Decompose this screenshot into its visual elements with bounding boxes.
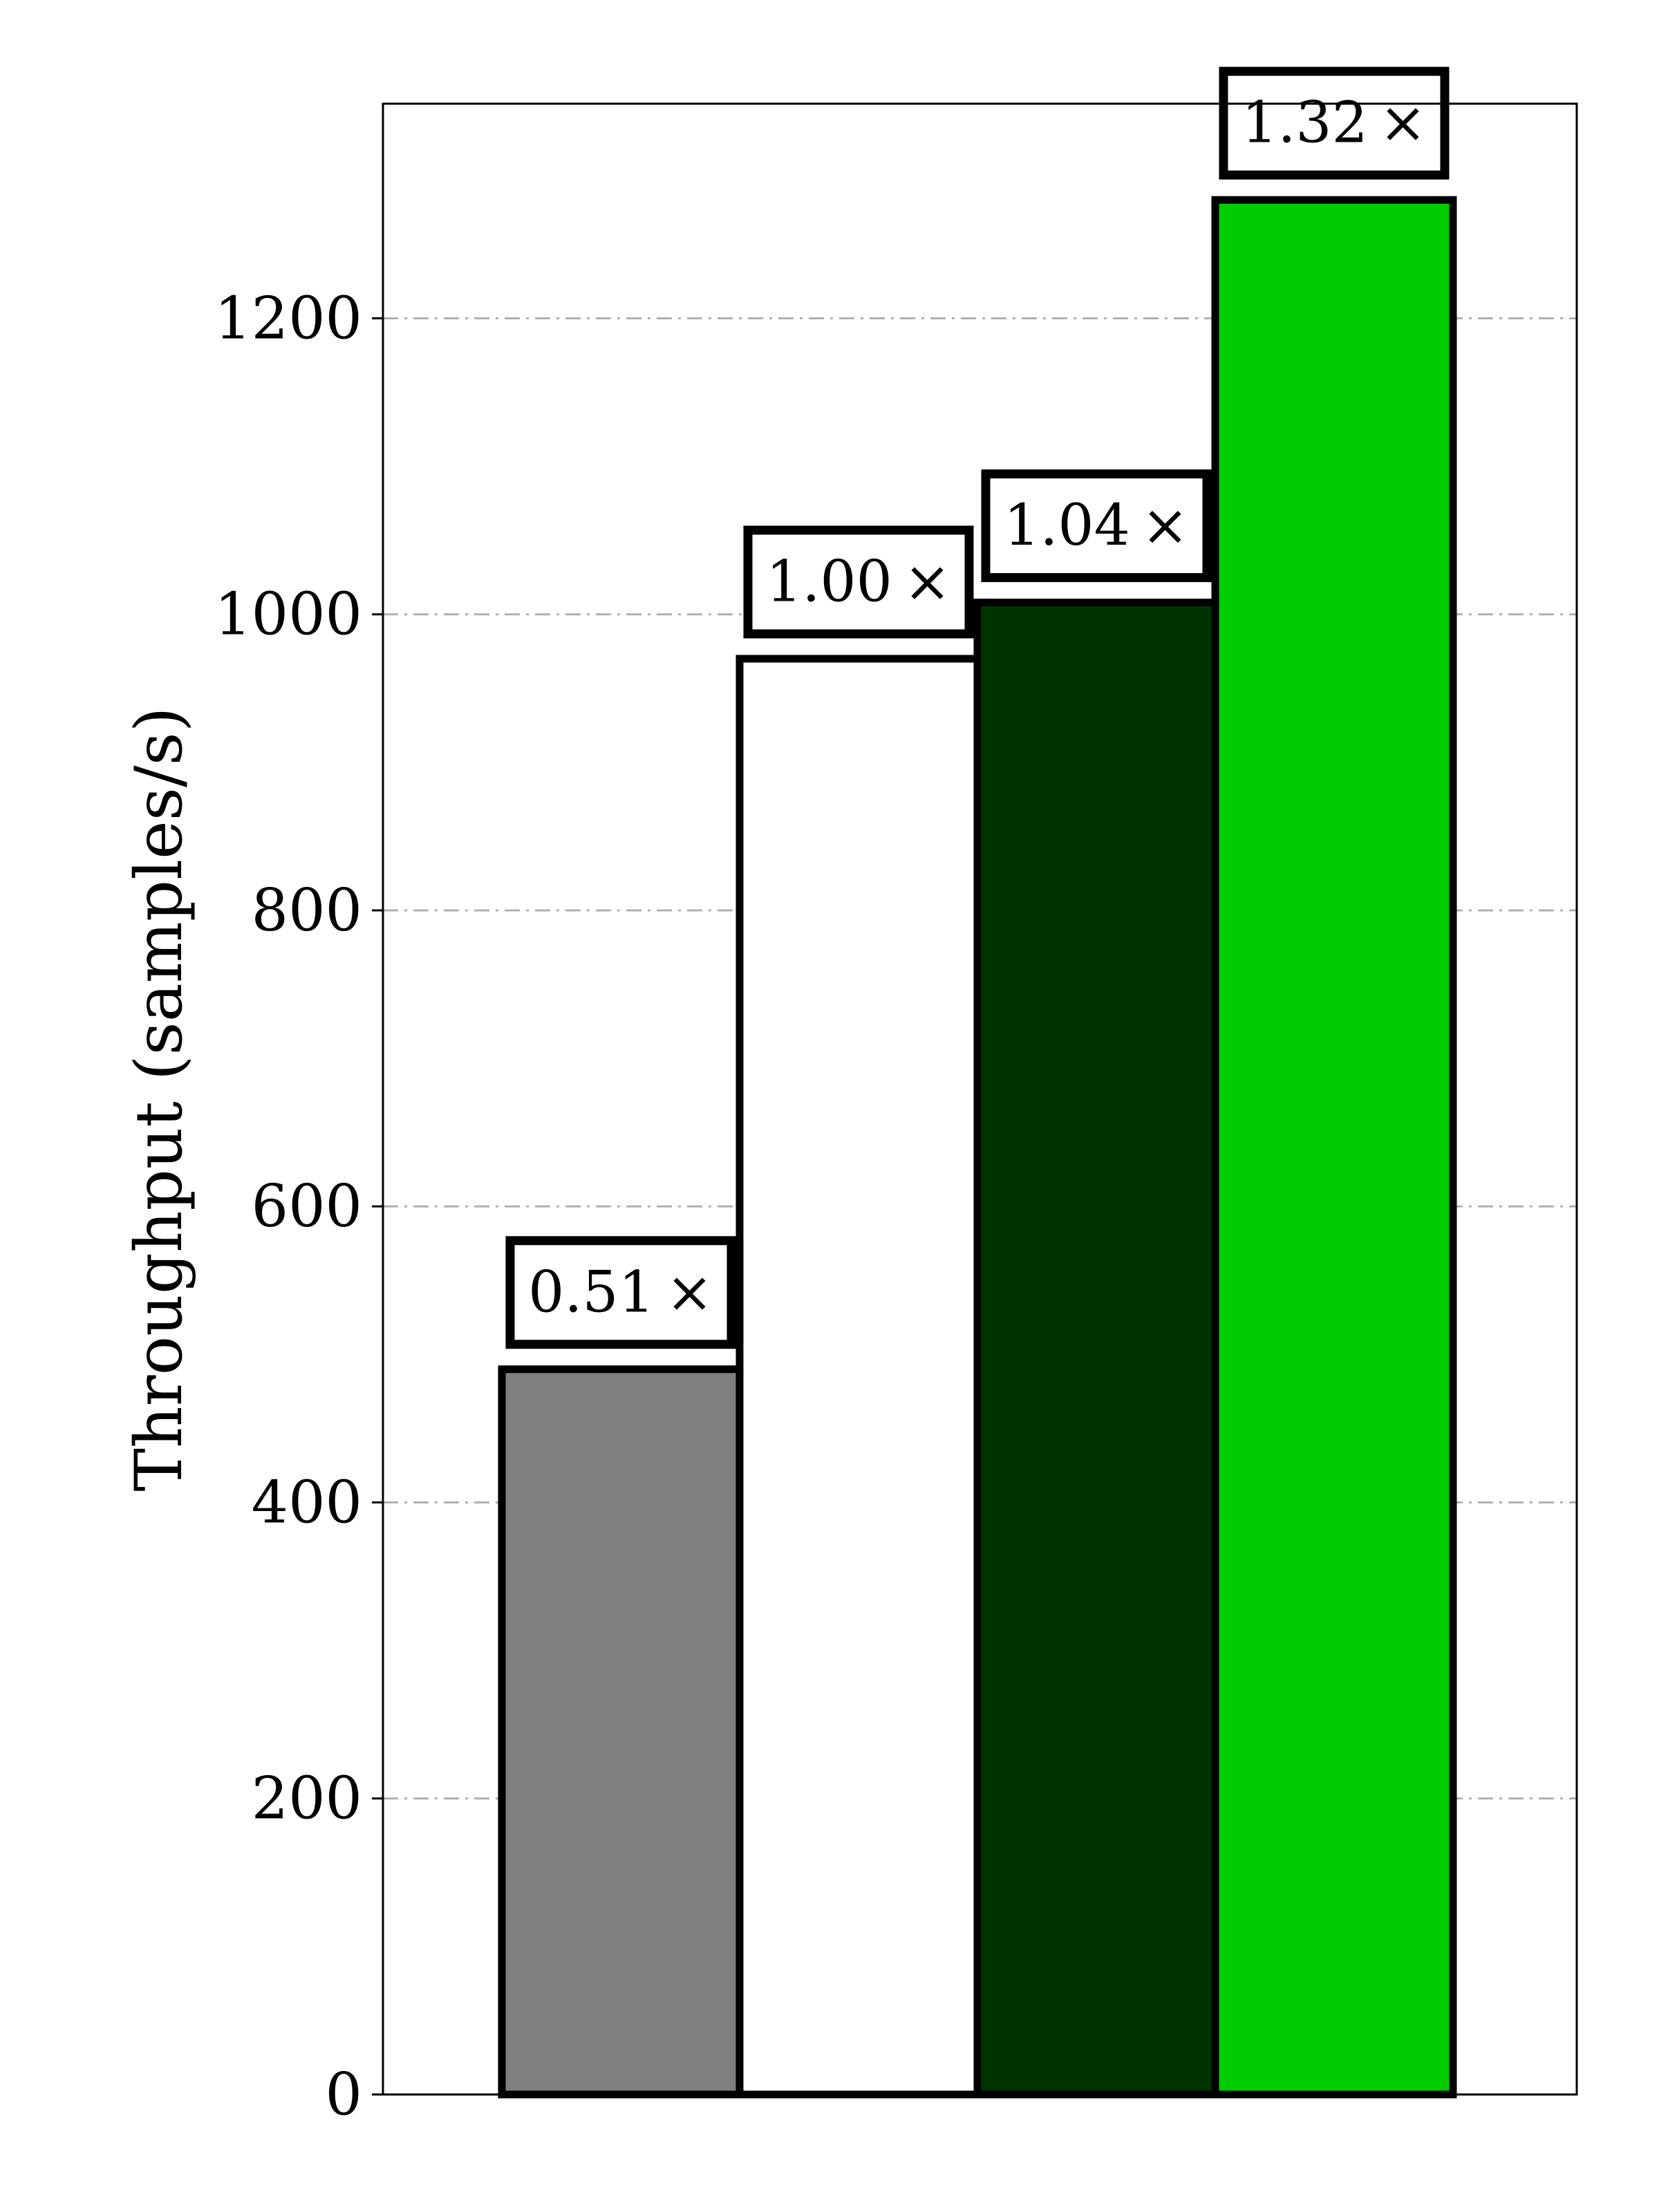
- y-tick-label-600: 600: [252, 1172, 362, 1240]
- y-tick-label-400: 400: [252, 1468, 362, 1536]
- bar-label-box-3: [981, 469, 1212, 583]
- y-tick-label-200: 200: [252, 1765, 362, 1833]
- bar-label-box-4: [1219, 66, 1450, 180]
- axes-frame: [382, 102, 1578, 2096]
- bar-value-labels: 0.51 × 1.00 × 1.04 × 1.32 ×: [505, 66, 1450, 1349]
- y-tick-label-1000: 1000: [214, 581, 362, 648]
- bar-3: [973, 599, 1219, 2099]
- bar-label-4: 1.32 ×: [1241, 91, 1427, 156]
- bar-label-3: 1.04 ×: [1004, 493, 1189, 559]
- y-tick-label-800: 800: [252, 877, 362, 944]
- bar-1: [498, 1365, 744, 2099]
- y-axis-label: Throughput (samples/s): [122, 706, 197, 1491]
- bar-4: [1211, 196, 1457, 2099]
- y-tick-label-1200: 1200: [214, 284, 362, 352]
- bar-label-box-2: [743, 525, 974, 639]
- bars: [498, 196, 1457, 2099]
- bar-label-box-1: [505, 1236, 736, 1349]
- bar-2: [735, 655, 982, 2099]
- y-tick-label-0: 0: [326, 2061, 362, 2128]
- bar-label-1: 0.51 ×: [528, 1259, 713, 1325]
- bar-label-2: 1.00 ×: [766, 549, 951, 615]
- y-axis-ticks: 0 200 400 600 800 1000 1200: [214, 284, 383, 2128]
